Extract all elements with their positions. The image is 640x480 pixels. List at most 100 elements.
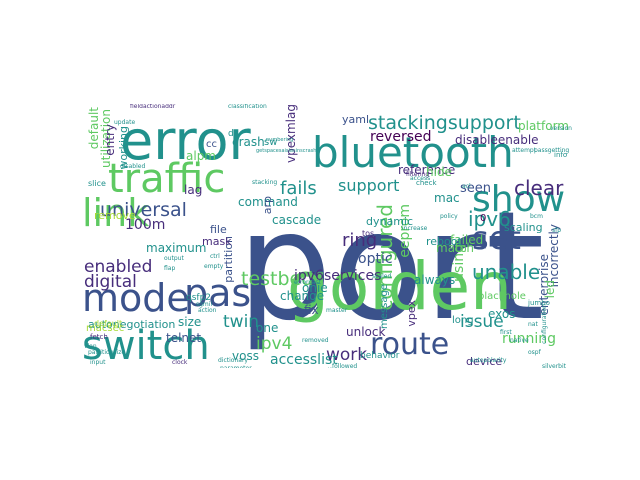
word-109: fetch [90,333,108,341]
word-82: arp [261,196,274,215]
word-41: seen [460,181,492,196]
word-134: action [198,307,217,314]
word-135: empty [204,263,224,270]
word-31: running [502,331,557,347]
word-66: fix [304,303,319,317]
word-44: platform [518,119,569,133]
word-110: input [90,359,106,366]
word-95: getspacesaislasinscrash [256,148,317,154]
word-cloud: port golden error bluetooth traffic switch mod… [80,104,576,368]
word-118: disabled [120,163,146,170]
word-28: ipv6services [294,268,382,284]
word-84: macsec [86,323,125,334]
word-69: one [256,321,279,335]
word-51: long [452,315,474,326]
word-97: filtering [406,171,430,178]
word-30: disableenable [455,133,539,147]
word-107: check [416,179,437,187]
word-119: update [114,119,136,126]
word-83: sw [264,137,278,148]
word-104: silverbit [542,363,566,369]
word-53: reboot [426,235,462,248]
word-19: unable [472,260,541,284]
word-17: enabled [84,257,153,277]
word-99: policy [440,213,458,220]
word-90: qsfp2 [186,293,212,303]
word-111: version [550,125,572,132]
word-89: 0 [480,213,487,224]
word-129: errorcast [294,279,321,286]
word-18: digital [84,272,137,292]
word-130: master [326,307,348,314]
word-113: acl [462,183,471,190]
word-47: cascade [272,213,322,227]
word-5: switch [82,323,210,368]
word-52: exos [488,307,516,321]
word-64: remove [94,209,136,222]
word-62: entry [103,124,117,156]
word-112: clock [172,359,188,366]
word-121: attempt [512,147,537,154]
word-131: bcm [530,213,543,220]
word-86: behavior [360,351,400,361]
word-1: golden [287,248,512,325]
word-79: led [543,280,557,299]
word-73: size [178,315,202,329]
word-13: testbed [241,268,314,290]
word-10: set [472,219,521,257]
word-72: mask [202,235,232,248]
word-40: 100m [125,217,166,233]
word-2: error [120,109,251,172]
word-96: numbering [266,137,294,143]
word-74: unlock [346,325,386,339]
word-20: fails [280,178,317,199]
word-102: dictionary [218,357,248,364]
word-27: ring [342,230,378,251]
word-59: always [414,273,456,287]
word-122: passgetting [534,147,570,154]
word-115: flap [164,265,176,272]
word-68: change [280,289,325,303]
word-94: classification [228,104,267,110]
word-12: stackingsupport [368,112,521,134]
word-23: twin [223,312,260,332]
word-14: universal [100,199,187,221]
word-114: nat [528,321,538,328]
word-9: link [82,191,150,235]
word-117: stacking [252,179,278,186]
word-92: slice [88,179,106,188]
word-4: traffic [108,156,226,202]
word-42: vpexmlag [284,104,298,163]
word-61: hide [426,165,452,179]
word-57: scaling [504,221,543,234]
word-108: info [554,151,568,159]
word-21: support [338,176,400,195]
word-3: bluetooth [312,128,514,177]
word-128: scaled [372,273,392,280]
word-60: mac [434,191,460,205]
word-71: file [210,223,227,236]
word-38: autonegotiation [88,318,176,331]
word-8: show [472,179,566,220]
word-125: native [510,337,529,344]
word-120: partitionsize [88,349,126,356]
word-136: parameter [220,366,252,369]
word-70: voss [232,349,259,363]
word-98: jumbo [528,299,550,307]
word-24: work [326,345,368,365]
word-85: default [94,319,123,328]
word-45: maximum [146,241,207,255]
word-39: optic [358,251,393,267]
word-123: configuration [541,304,548,344]
word-75: message [379,284,390,329]
word-0: port [237,180,545,354]
word-29: reversed [370,129,432,145]
word-48: command [238,195,298,209]
word-124: first [500,329,512,336]
word-55: reference [398,163,456,177]
word-67: onie [302,281,328,295]
word-106: access [410,175,431,182]
word-93: fieldactionaddr [130,104,176,110]
word-76: vpex [405,300,418,327]
word-100: increase [402,225,428,232]
